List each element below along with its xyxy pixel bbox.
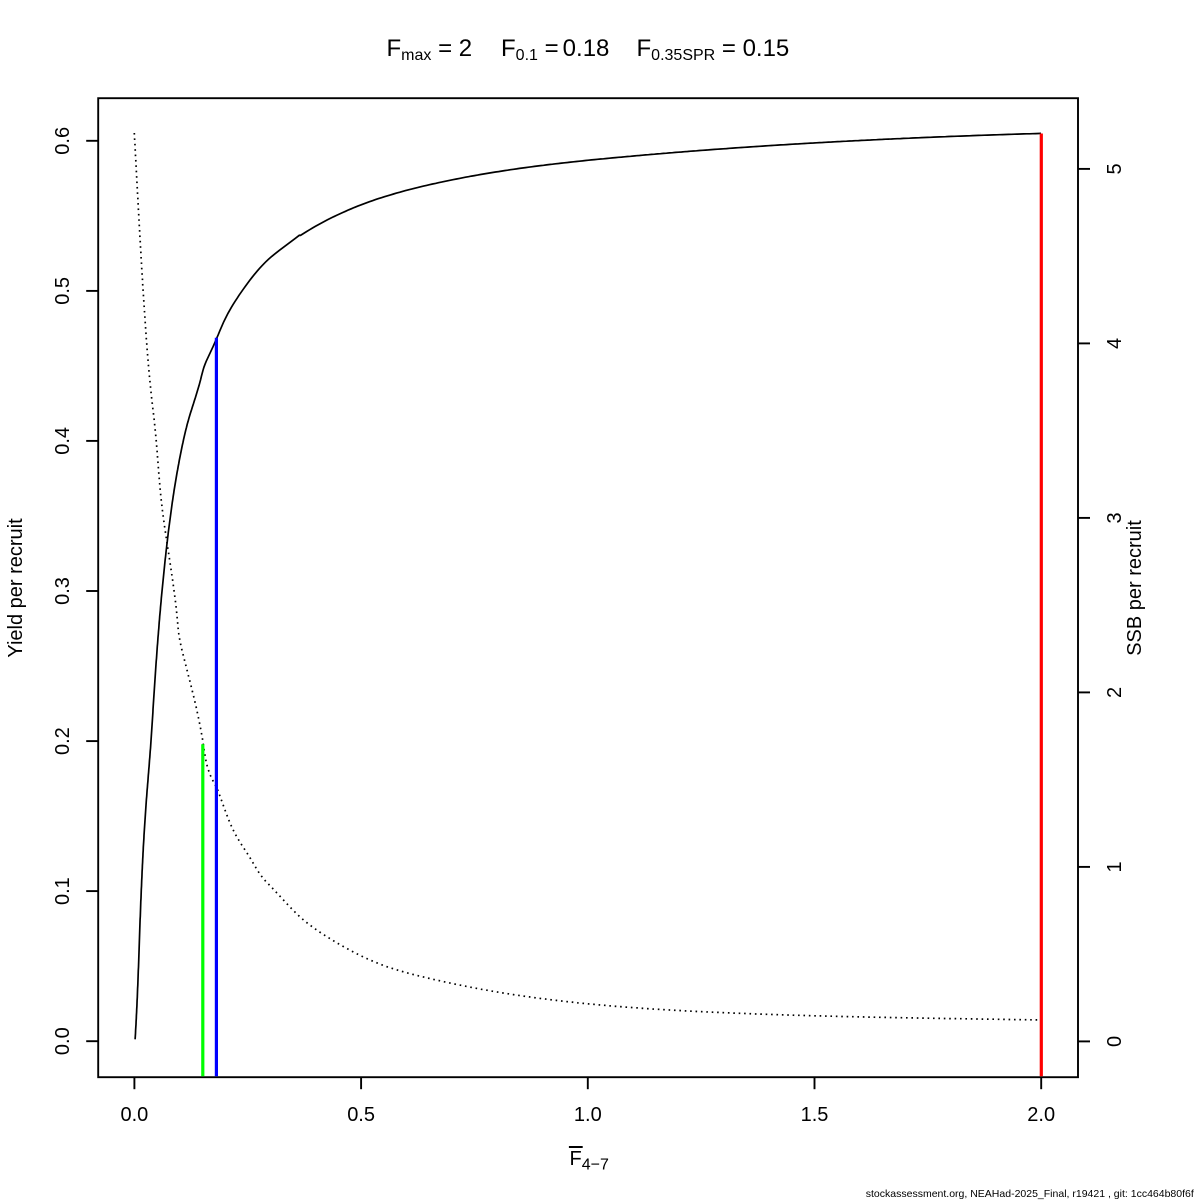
svg-text:5: 5 [1104,163,1126,174]
svg-text:0.1: 0.1 [52,877,74,905]
svg-text:Yield per recruit: Yield per recruit [5,518,27,658]
svg-text:2: 2 [1104,687,1126,698]
svg-text:2.0: 2.0 [1027,1104,1055,1126]
svg-text:1: 1 [1104,861,1126,872]
svg-text:1.0: 1.0 [574,1104,602,1126]
svg-text:1.5: 1.5 [801,1104,829,1126]
svg-text:4: 4 [1104,338,1126,349]
svg-text:0.5: 0.5 [52,277,74,305]
svg-text:0.4: 0.4 [52,427,74,455]
svg-text:3: 3 [1104,512,1126,523]
svg-text:0.0: 0.0 [120,1104,148,1126]
svg-text:stockassessment.org, NEAHad-20: stockassessment.org, NEAHad-2025_Final, … [866,1188,1194,1200]
svg-text:0.6: 0.6 [52,127,74,155]
svg-text:0.0: 0.0 [52,1027,74,1055]
svg-text:0.2: 0.2 [52,727,74,755]
svg-text:SSB per recruit: SSB per recruit [1124,520,1146,656]
svg-text:0.3: 0.3 [52,577,74,605]
svg-text:0.5: 0.5 [347,1104,375,1126]
svg-text:0: 0 [1104,1036,1126,1047]
